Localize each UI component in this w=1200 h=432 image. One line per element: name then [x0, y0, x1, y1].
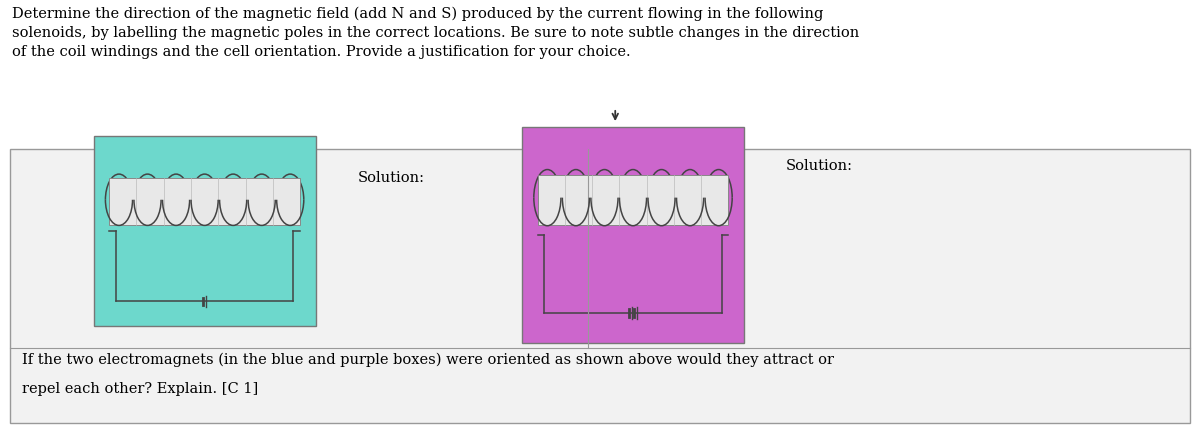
- Bar: [109, 178, 300, 226]
- Text: If the two electromagnets (in the blue and purple boxes) were oriented as shown : If the two electromagnets (in the blue a…: [22, 353, 834, 367]
- Bar: [10, 149, 1190, 423]
- Text: repel each other? Explain. [C 1]: repel each other? Explain. [C 1]: [22, 382, 258, 396]
- Text: Determine the direction of the magnetic field (add N and S) produced by the curr: Determine the direction of the magnetic …: [12, 6, 823, 21]
- Text: solenoids, by labelling the magnetic poles in the correct locations. Be sure to : solenoids, by labelling the magnetic pol…: [12, 26, 859, 40]
- Text: Solution:: Solution:: [786, 159, 853, 173]
- Text: of the coil windings and the cell orientation. Provide a justification for your : of the coil windings and the cell orient…: [12, 45, 631, 59]
- Text: Solution:: Solution:: [358, 171, 425, 185]
- Bar: [538, 175, 728, 225]
- Bar: [94, 136, 316, 326]
- Bar: [522, 127, 744, 343]
